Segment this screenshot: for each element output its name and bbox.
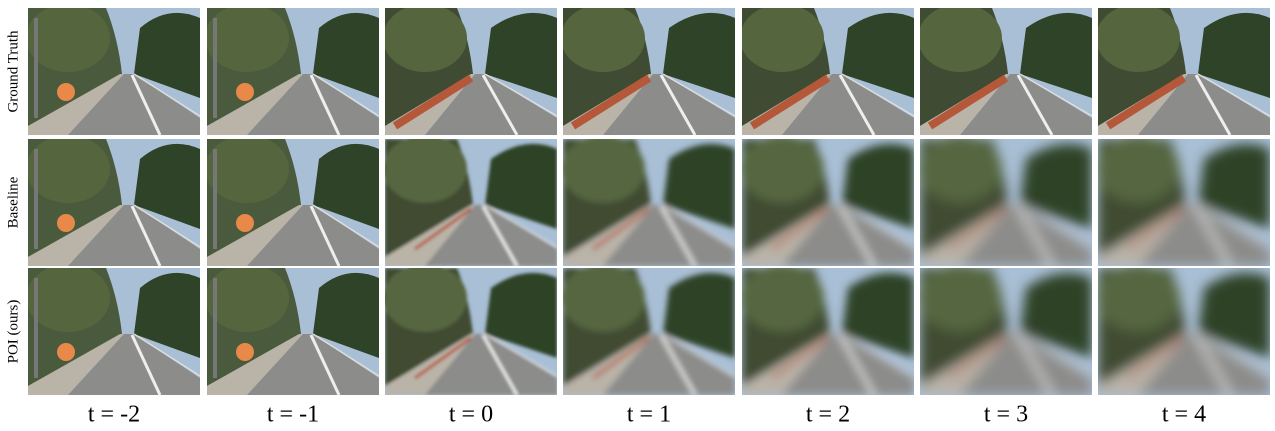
frame xyxy=(740,135,914,266)
frame xyxy=(205,4,379,135)
frame xyxy=(205,264,379,395)
tree-canopy xyxy=(26,4,110,72)
sign xyxy=(57,214,75,232)
frame xyxy=(740,4,914,135)
pole xyxy=(34,18,38,118)
tree-canopy xyxy=(561,135,645,203)
frame xyxy=(561,4,735,135)
tree-canopy xyxy=(26,135,110,203)
pole xyxy=(213,278,217,378)
tree-canopy xyxy=(205,135,289,203)
sign xyxy=(57,343,75,361)
frame xyxy=(1096,135,1270,266)
frame xyxy=(383,4,557,135)
frame xyxy=(26,264,200,395)
frame xyxy=(918,264,1092,395)
pole xyxy=(213,149,217,249)
column-label: t = 3 xyxy=(984,402,1028,428)
tree-canopy xyxy=(1096,264,1180,332)
tree-canopy xyxy=(918,135,1002,203)
column-label: t = -2 xyxy=(88,402,140,428)
frame xyxy=(918,4,1092,135)
tree-canopy xyxy=(740,264,824,332)
frame xyxy=(383,135,557,266)
tree-canopy xyxy=(1096,4,1180,72)
tree-canopy xyxy=(383,4,467,72)
pole xyxy=(34,278,38,378)
row-label: Baseline xyxy=(5,176,21,228)
tree-canopy xyxy=(740,135,824,203)
frame xyxy=(561,135,735,266)
frame xyxy=(740,264,914,395)
row-label: Ground Truth xyxy=(5,30,21,113)
tree-canopy xyxy=(918,264,1002,332)
frame xyxy=(1096,4,1270,135)
frame xyxy=(205,135,379,266)
tree-canopy xyxy=(1096,135,1180,203)
column-label: t = 0 xyxy=(449,402,493,428)
frame xyxy=(26,4,200,135)
frame xyxy=(561,264,735,395)
sign xyxy=(236,83,254,101)
frame xyxy=(1096,264,1270,395)
column-label: t = -1 xyxy=(267,402,319,428)
figure: Ground Truth Baseline POI (ours) t = -2 t = … xyxy=(0,0,1275,431)
tree-canopy xyxy=(205,4,289,72)
sign xyxy=(57,83,75,101)
tree-canopy xyxy=(740,4,824,72)
tree-canopy xyxy=(26,264,110,332)
frame xyxy=(26,135,200,266)
column-label: t = 2 xyxy=(806,402,850,428)
frame xyxy=(918,135,1092,266)
tree-canopy xyxy=(383,135,467,203)
column-label: t = 4 xyxy=(1162,402,1206,428)
pole xyxy=(34,149,38,249)
tree-canopy xyxy=(561,4,645,72)
tree-canopy xyxy=(918,4,1002,72)
pole xyxy=(213,18,217,118)
tree-canopy xyxy=(205,264,289,332)
sign xyxy=(236,343,254,361)
tree-canopy xyxy=(383,264,467,332)
frame xyxy=(383,264,557,395)
tree-canopy xyxy=(561,264,645,332)
column-label: t = 1 xyxy=(627,402,671,428)
row-label: POI (ours) xyxy=(5,300,21,364)
sign xyxy=(236,214,254,232)
